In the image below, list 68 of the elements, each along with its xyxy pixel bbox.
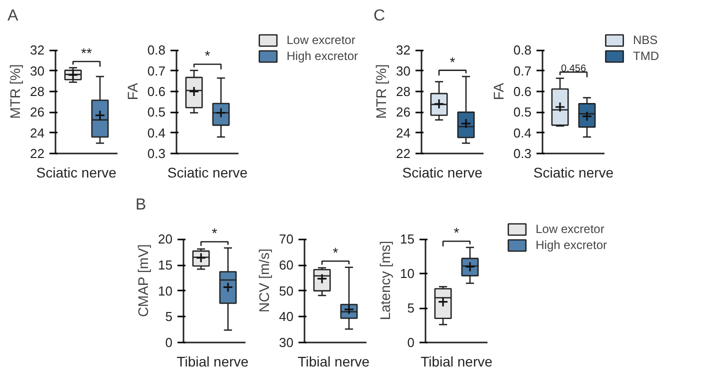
y-tick-label: 0.4 (147, 125, 166, 140)
y-tick-label: 22 (396, 146, 411, 161)
annotation: * (450, 54, 456, 70)
legend-label: TMD (633, 49, 659, 63)
x-tick-label: Sciatic nerve (167, 164, 248, 180)
x-tick-label: Tibial nerve (420, 354, 493, 370)
annotation: * (454, 224, 460, 241)
text: B (136, 196, 146, 214)
y-tick-label: 0.4 (513, 125, 532, 140)
y-tick-label: 30 (396, 63, 411, 78)
annotation: * (204, 48, 211, 64)
y-tick-label: 30 (279, 335, 294, 350)
annotation: * (212, 225, 218, 242)
y-tick-label: 20 (158, 232, 173, 247)
y-tick-label: 0.5 (513, 104, 532, 120)
y-axis-title: Latency [ms] (377, 240, 394, 320)
legend-label: Low excretor (536, 222, 604, 236)
y-tick-label: 26 (30, 104, 45, 120)
y-tick-label: 15 (158, 258, 173, 272)
x-tick-label: Tibial nerve (298, 354, 370, 370)
y-tick-label: 0.6 (513, 84, 532, 99)
y-axis-title: FA (124, 82, 140, 100)
y-tick-label: 30 (30, 63, 45, 78)
x-tick-label: Sciatic nerve (402, 164, 483, 180)
y-axis-title: CMAP [mV] (135, 244, 152, 318)
y-axis-title: FA (490, 82, 506, 100)
annotation: 0.456 (560, 64, 586, 75)
annotation: ** (81, 45, 92, 62)
legend-label: NBS (633, 33, 658, 47)
y-tick-label: 0 (165, 335, 173, 350)
legend-label: High excretor (286, 49, 358, 63)
y-tick-label: 0.3 (513, 146, 532, 161)
y-tick-label: 5 (165, 309, 173, 324)
y-axis-title: NCV [m/s] (256, 248, 272, 312)
y-tick-label: 5 (407, 300, 415, 316)
y-tick-label: 22 (30, 146, 45, 161)
y-tick-label: 32 (396, 42, 411, 58)
y-tick-label: 0.7 (513, 63, 532, 78)
y-tick-label: 10 (158, 283, 173, 298)
y-tick-label: 70 (279, 232, 294, 247)
y-tick-label: 0 (407, 335, 415, 350)
text: C (374, 8, 386, 24)
legend-label: Low excretor (286, 33, 356, 47)
y-tick-label: 0.3 (147, 146, 166, 161)
x-tick-label: Tibial nerve (176, 354, 249, 370)
y-tick-label: 24 (396, 125, 411, 140)
legend-label: High excretor (536, 238, 607, 252)
text: A (8, 8, 18, 24)
y-tick-label: 24 (30, 125, 45, 140)
y-tick-label: 0.8 (147, 42, 166, 58)
y-tick-label: 0.8 (513, 42, 532, 58)
y-tick-label: 50 (279, 283, 294, 298)
y-tick-label: 28 (30, 84, 45, 99)
y-tick-label: 10 (400, 266, 415, 282)
y-axis-title: MTR [%] (373, 64, 390, 119)
y-tick-label: 60 (279, 258, 294, 272)
y-tick-label: 40 (279, 309, 294, 324)
y-tick-label: 26 (396, 104, 411, 120)
x-tick-label: Sciatic nerve (533, 164, 614, 180)
annotation: * (332, 244, 339, 261)
y-tick-label: 0.7 (147, 63, 166, 78)
y-axis-title: MTR [%] (7, 64, 24, 119)
y-tick-label: 28 (396, 84, 411, 99)
y-tick-label: 15 (400, 232, 415, 247)
y-tick-label: 0.5 (147, 104, 166, 120)
y-tick-label: 32 (30, 42, 45, 58)
y-tick-label: 0.6 (147, 84, 166, 99)
x-tick-label: Sciatic nerve (36, 164, 117, 180)
